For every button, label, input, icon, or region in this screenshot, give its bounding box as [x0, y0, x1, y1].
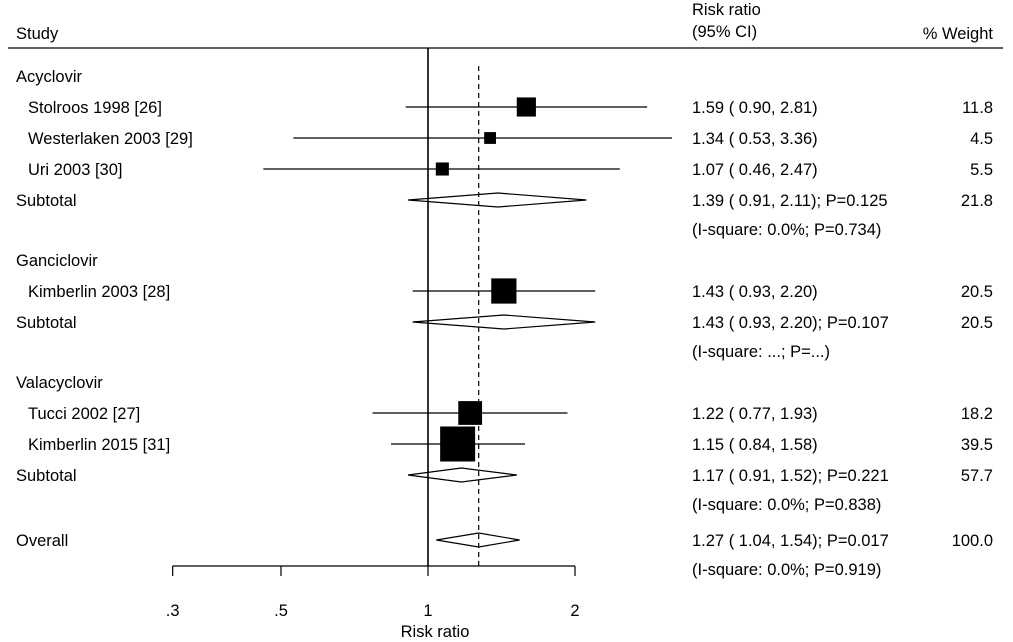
group-label: Ganciclovir: [16, 252, 98, 270]
study-weight: 20.5: [961, 283, 993, 301]
subtotal-label: Subtotal: [16, 192, 77, 210]
header-ci: (95% CI): [692, 23, 757, 41]
subtotal-heterogeneity-text: (I-square: ...; P=...): [692, 343, 830, 361]
study-point-box: [516, 97, 536, 117]
overall-ci-text: 1.27 ( 1.04, 1.54); P=0.017: [692, 532, 889, 550]
study-label: Kimberlin 2015 [31]: [28, 436, 170, 454]
header-risk-ratio: Risk ratio: [692, 1, 761, 19]
overall-heterogeneity-text: (I-square: 0.0%; P=0.919): [692, 561, 881, 579]
overall-weight: 100.0: [952, 532, 993, 550]
study-weight: 5.5: [970, 161, 993, 179]
subtotal-label: Subtotal: [16, 467, 77, 485]
subtotal-weight: 57.7: [961, 467, 993, 485]
subtotal-diamond: [407, 467, 517, 483]
study-ci-text: 1.22 ( 0.77, 1.93): [692, 405, 818, 423]
subtotal-ci-text: 1.43 ( 0.93, 2.20); P=0.107: [692, 314, 889, 332]
header-study: Study: [16, 25, 59, 43]
study-ci-text: 1.59 ( 0.90, 2.81): [692, 99, 818, 117]
study-ci-text: 1.43 ( 0.93, 2.20): [692, 283, 818, 301]
header-weight: % Weight: [923, 25, 994, 43]
subtotal-ci-text: 1.17 ( 0.91, 1.52); P=0.221: [692, 467, 889, 485]
subtotal-heterogeneity-text: (I-square: 0.0%; P=0.734): [692, 221, 881, 239]
subtotal-ci-text: 1.39 ( 0.91, 2.11); P=0.125: [692, 192, 888, 210]
study-point-box: [484, 132, 496, 144]
study-point-box: [440, 426, 476, 462]
subtotal-weight: 21.8: [961, 192, 993, 210]
study-label: Tucci 2002 [27]: [28, 405, 140, 423]
study-label: Stolroos 1998 [26]: [28, 99, 162, 117]
study-label: Kimberlin 2003 [28]: [28, 283, 170, 301]
x-axis-label: Risk ratio: [401, 623, 470, 641]
overall-diamond: [436, 532, 520, 548]
study-ci-text: 1.15 ( 0.84, 1.58): [692, 436, 818, 454]
study-label: Westerlaken 2003 [29]: [28, 130, 193, 148]
study-point-box: [458, 401, 483, 425]
group-label: Acyclovir: [16, 68, 83, 86]
x-tick-label: 1: [423, 602, 432, 620]
study-weight: 4.5: [970, 130, 993, 148]
study-point-box: [435, 162, 449, 176]
study-weight: 18.2: [961, 405, 993, 423]
group-label: Valacyclovir: [16, 374, 103, 392]
subtotal-label: Subtotal: [16, 314, 77, 332]
subtotal-weight: 20.5: [961, 314, 993, 332]
study-point-box: [491, 278, 517, 304]
x-tick-label: .3: [166, 602, 180, 620]
study-ci-text: 1.07 ( 0.46, 2.47): [692, 161, 818, 179]
study-label: Uri 2003 [30]: [28, 161, 122, 179]
x-tick-label: .5: [274, 602, 288, 620]
x-tick-label: 2: [570, 602, 579, 620]
subtotal-diamond: [407, 192, 587, 208]
overall-label: Overall: [16, 532, 68, 550]
study-weight: 11.8: [962, 99, 993, 117]
subtotal-heterogeneity-text: (I-square: 0.0%; P=0.838): [692, 496, 881, 514]
study-ci-text: 1.34 ( 0.53, 3.36): [692, 130, 818, 148]
study-weight: 39.5: [961, 436, 993, 454]
subtotal-diamond: [412, 314, 596, 330]
